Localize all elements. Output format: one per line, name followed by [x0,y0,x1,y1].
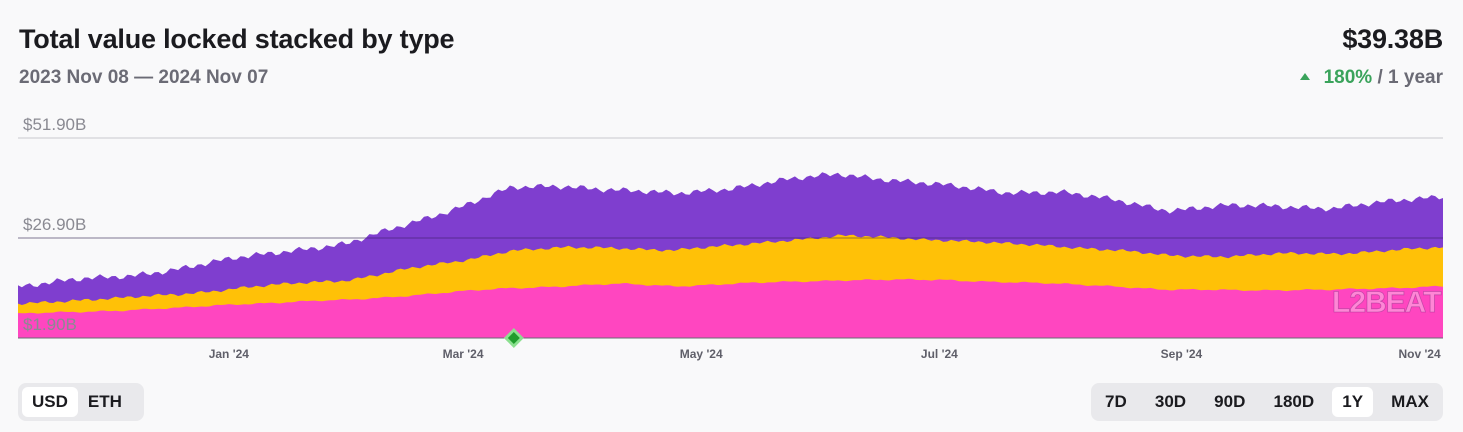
l2beat-logo: L2BEAT [1332,286,1443,320]
change-summary: 180% / 1 year [1299,67,1444,89]
x-axis-labels: Jan '24 Mar '24 May '24 Jul '24 Sep '24 Nov '… [209,347,1441,361]
y-axis-labels: $51.90B $26.90B $1.90B [23,115,86,334]
event-marker[interactable] [503,328,524,348]
x-tick-label: Mar '24 [443,347,484,361]
change-percent: 180% [1323,67,1373,88]
tvl-chart[interactable]: L2BEAT $51.90B $26.90B $1.90B Jan '24 Mar '… [0,0,1463,380]
unit-usd-button[interactable]: USD [22,387,78,417]
logo-text: L2BEAT [1332,286,1441,319]
unit-toggle: USD ETH [18,383,144,421]
y-tick-label: $51.90B [23,115,86,134]
range-toggle: 7D 30D 90D 180D 1Y MAX [1091,383,1443,421]
marker-diamond-inner [507,332,520,344]
x-tick-label: Jul '24 [921,347,958,361]
arrow-up-icon [1299,73,1310,80]
range-1y-button[interactable]: 1Y [1332,387,1374,417]
x-tick-label: Sep '24 [1161,347,1203,361]
x-tick-label: Jan '24 [209,347,250,361]
range-max-button[interactable]: MAX [1391,392,1429,411]
range-30d-button[interactable]: 30D [1154,392,1187,411]
range-180d-button[interactable]: 180D [1273,392,1315,411]
y-tick-label: $1.90B [23,315,77,334]
range-7d-button[interactable]: 7D [1105,392,1127,411]
unit-eth-button[interactable]: ETH [87,392,122,411]
total-value: $39.38B [1342,24,1443,54]
date-range: 2023 Nov 08 — 2024 Nov 07 [19,67,269,88]
stacked-areas [18,172,1443,338]
range-90d-button[interactable]: 90D [1214,392,1246,411]
series-area-native [18,278,1443,338]
x-tick-label: Nov '24 [1398,347,1441,361]
x-tick-label: May '24 [680,347,723,361]
change-period: / 1 year [1377,67,1444,88]
y-tick-label: $26.90B [23,215,86,234]
chart-title: Total value locked stacked by type [19,24,455,54]
